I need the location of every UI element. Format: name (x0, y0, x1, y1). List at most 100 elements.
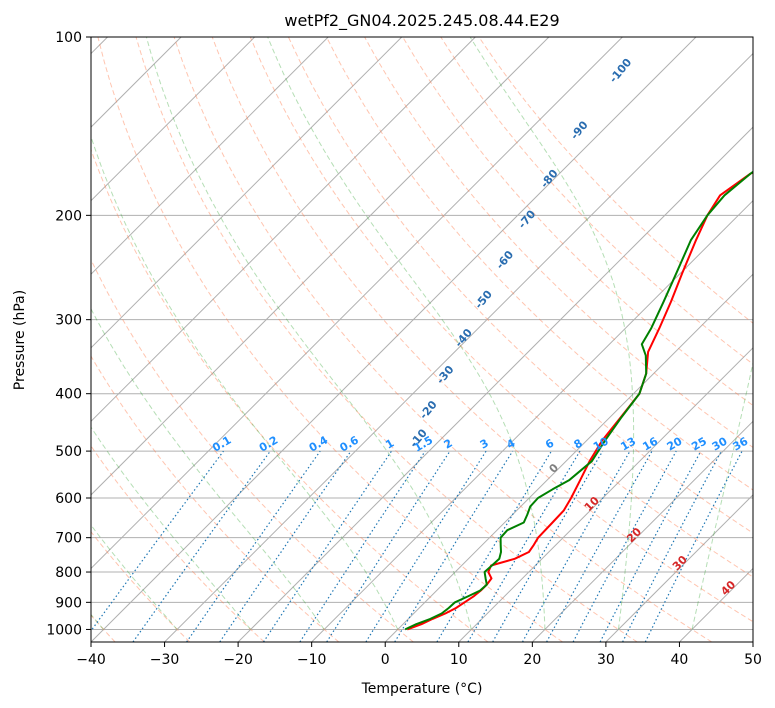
isotherm-line (91, 37, 623, 570)
mixing-ratio-line (599, 450, 702, 642)
mixing-ratio-line (394, 450, 514, 642)
isotherm-label: 40 (718, 578, 738, 598)
dry-adiabat-line (326, 37, 753, 491)
adiabat-label: -30 (434, 363, 457, 387)
mixing-ratio-line (186, 450, 321, 642)
mixing-ratio-line (326, 450, 451, 642)
x-tick-label: 40 (671, 652, 689, 668)
isotherm-label: 10 (582, 494, 602, 514)
y-tick-label: 900 (55, 595, 82, 611)
moist-adiabat-line (469, 37, 635, 630)
moist-adiabat-line (91, 307, 325, 630)
y-tick-label: 400 (55, 387, 82, 403)
isotherm-line (91, 37, 476, 423)
dry-adiabat-line (91, 258, 414, 642)
adiabat-label: -40 (452, 326, 475, 350)
y-axis-label: Pressure (hPa) (12, 290, 28, 390)
dry-adiabat-line (91, 148, 489, 642)
mixing-ratio-label: 2 (442, 437, 455, 452)
isotherm-line (531, 420, 753, 642)
x-tick-label: −20 (223, 652, 253, 668)
x-tick-label: 30 (597, 652, 615, 668)
isotherm-line (237, 126, 753, 642)
adiabat-label: -70 (516, 207, 539, 231)
isotherm-line (91, 37, 256, 202)
isotherm-label: 30 (670, 553, 690, 573)
dry-adiabat-line (135, 37, 638, 642)
mixing-ratio-line (436, 450, 553, 642)
x-tick-label: −40 (76, 652, 106, 668)
dry-adiabat-line (91, 445, 265, 642)
adiabat-label: -60 (493, 248, 516, 272)
mixing-ratio-line (91, 450, 224, 632)
mixing-ratio-line (572, 450, 677, 642)
isotherm-line (679, 567, 753, 642)
dry-adiabat-line (478, 37, 753, 324)
dry-adiabat-line (402, 37, 753, 407)
mixing-ratio-label: 4 (504, 436, 517, 451)
isotherm-line (164, 52, 753, 642)
y-tick-label: 300 (55, 313, 82, 329)
isotherm-line (91, 37, 697, 642)
x-tick-label: 10 (450, 652, 468, 668)
dry-adiabat-line (91, 531, 191, 642)
moist-adiabat-line (267, 37, 546, 630)
dry-adiabat-line (97, 37, 563, 642)
isotherm-line (311, 199, 753, 642)
dry-adiabat-line (91, 355, 340, 642)
mixing-ratio-line (467, 450, 581, 642)
mixing-ratio-line (132, 450, 271, 642)
chart-title: wetPf2_GN04.2025.245.08.44.E29 (284, 11, 559, 31)
y-tick-label: 600 (55, 491, 82, 507)
mixing-ratio-label: 3 (478, 437, 491, 452)
mixing-ratio-line (622, 450, 722, 642)
y-tick-label: 700 (55, 531, 82, 547)
x-tick-label: −30 (150, 652, 180, 668)
isotherm-line (91, 37, 550, 496)
isotherm-line (752, 641, 753, 642)
isotherm-line (605, 494, 753, 642)
mixing-ratio-line (546, 450, 653, 642)
temperature-line (406, 171, 753, 631)
adiabat-label: -100 (607, 56, 635, 86)
isotherm-line (91, 37, 329, 275)
mixing-ratio-line (299, 450, 426, 642)
dry-adiabat-line (364, 37, 753, 449)
background-lines (91, 37, 753, 642)
dry-adiabat-line (173, 37, 713, 642)
isotherm-line (458, 347, 753, 642)
x-tick-label: 20 (523, 652, 541, 668)
x-axis-label: Temperature (°C) (361, 681, 483, 697)
adiabat-label: -20 (417, 398, 440, 422)
x-axis: −40 −30 −20 −10 0 10 20 30 40 50 (76, 642, 762, 668)
adiabat-label: -90 (568, 118, 591, 142)
mixing-ratio-line (644, 450, 743, 642)
mixing-ratio-line (219, 450, 352, 642)
dry-adiabat-line (211, 37, 753, 623)
dewpoint-line (404, 170, 753, 631)
y-tick-label: 1000 (46, 622, 82, 638)
moist-adiabat-line (145, 37, 472, 630)
moist-adiabat-line (91, 426, 252, 630)
mixing-ratio-line (262, 450, 392, 642)
moist-adiabat-line (91, 135, 399, 630)
isotherm-label: 20 (624, 525, 644, 545)
mixing-ratio-label: 6 (543, 436, 556, 451)
dry-adiabat-line (249, 37, 753, 578)
y-tick-label: 100 (55, 30, 82, 46)
y-axis: 100 200 300 400 500 600 700 800 900 1000 (46, 30, 91, 638)
plot-frame (90, 36, 754, 643)
isotherm-line (91, 37, 403, 349)
moist-adiabat-line (691, 360, 753, 630)
dry-adiabat-line (440, 37, 753, 365)
y-tick-label: 800 (55, 565, 82, 581)
adiabat-label: -50 (472, 288, 495, 312)
x-tick-label: −10 (297, 652, 327, 668)
isotherm-line (384, 273, 753, 642)
y-tick-label: 200 (55, 208, 82, 224)
x-tick-label: 50 (744, 652, 762, 668)
x-tick-label: 0 (381, 652, 390, 668)
sounding-lines (404, 170, 753, 631)
y-tick-label: 500 (55, 444, 82, 460)
